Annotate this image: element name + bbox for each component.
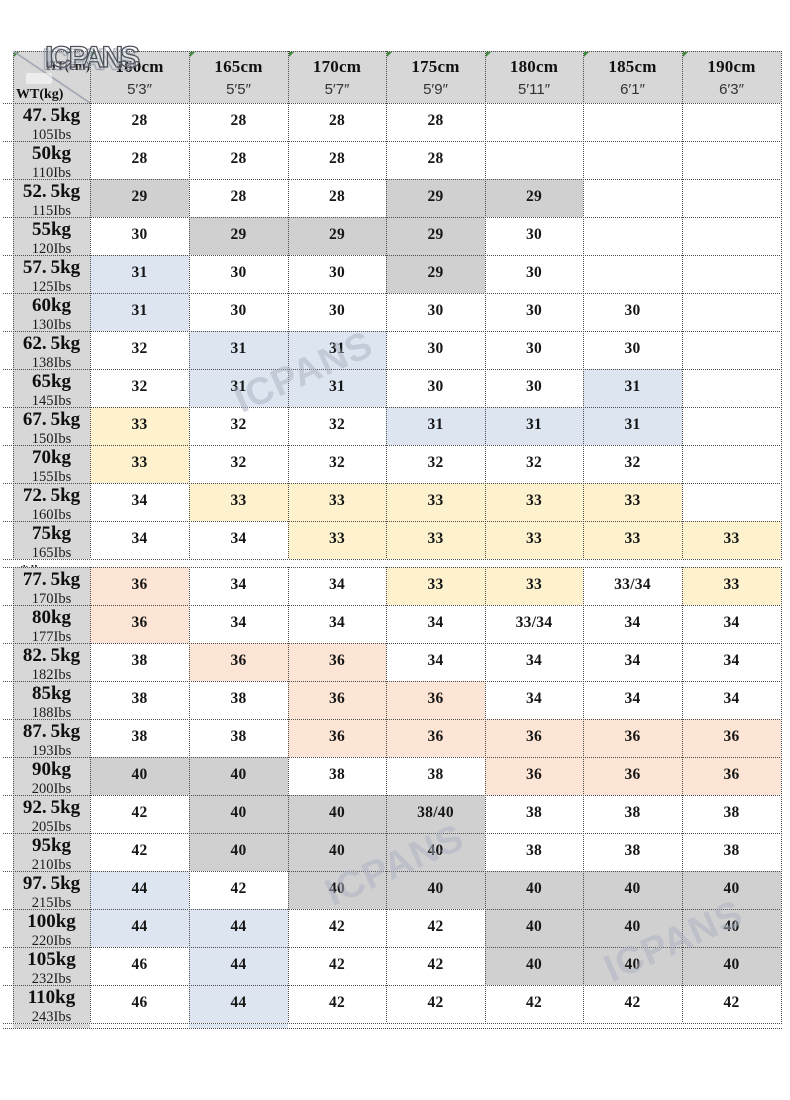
svg-text:ICPANS: ICPANS [45,41,139,74]
svg-text:ICPANS: ICPANS [43,44,136,75]
